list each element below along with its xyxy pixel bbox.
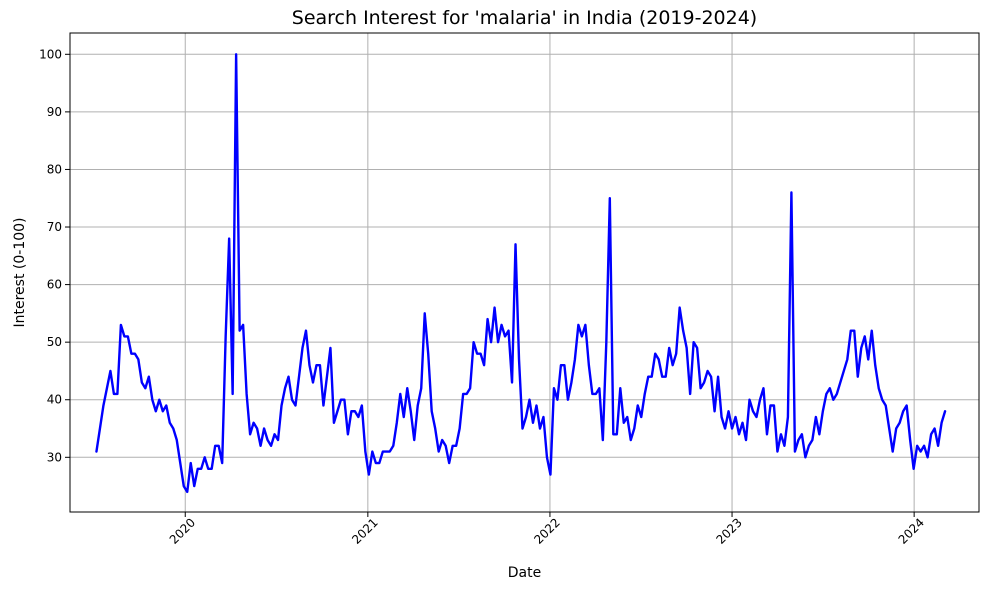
plot-frame [69,32,980,513]
y-tick-label: 90 [47,105,62,119]
x-axis-label: Date [508,565,541,581]
y-tick-label: 60 [47,278,62,292]
y-tick-label: 40 [47,393,62,407]
grid [70,33,979,512]
y-tick-label: 30 [47,450,62,464]
y-tick-label: 80 [47,162,62,176]
y-tick-label: 50 [47,335,62,349]
series-line [95,53,947,494]
chart-title: Search Interest for 'malaria' in India (… [292,7,757,29]
y-tick-label: 100 [39,47,62,61]
y-tick-label: 70 [47,220,62,234]
y-axis-label: Interest (0-100) [12,217,28,327]
plot-area [95,53,947,494]
